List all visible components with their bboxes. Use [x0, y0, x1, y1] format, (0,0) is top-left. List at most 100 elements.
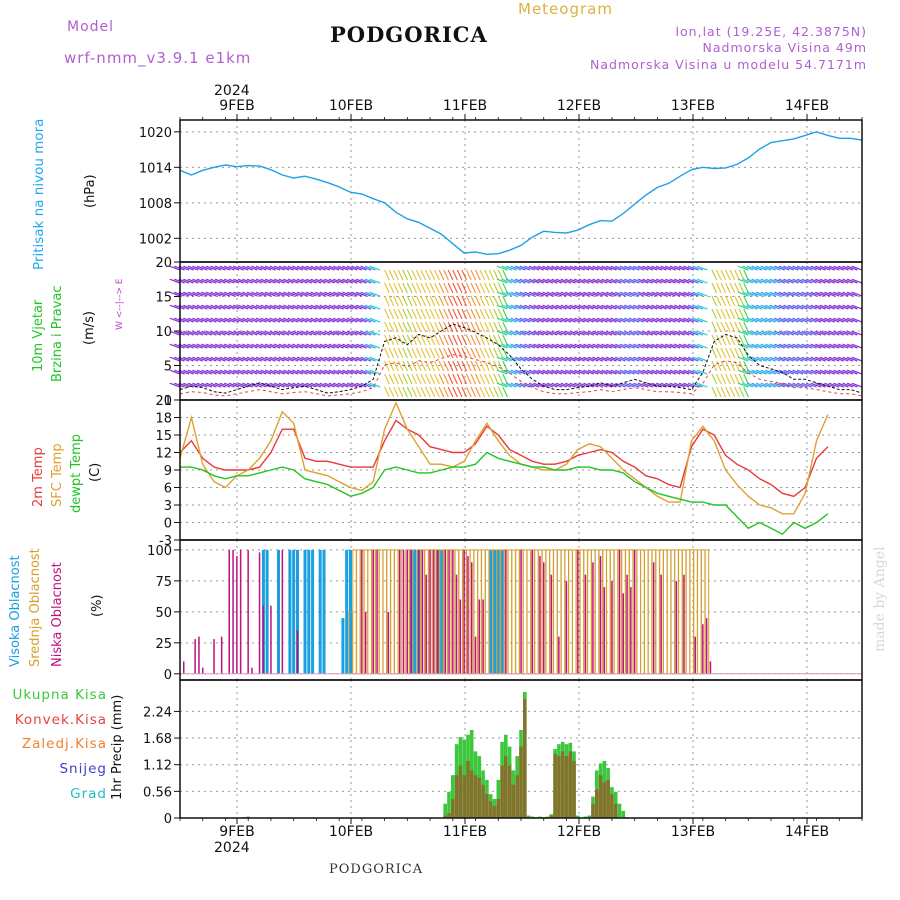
- wind-arrow: [560, 278, 572, 284]
- wind-arrow: [342, 382, 353, 388]
- wind-arrow: [805, 317, 817, 323]
- wind-arrow: [424, 386, 431, 398]
- low-cloud-bar: [421, 549, 424, 674]
- wind-arrow: [479, 269, 486, 281]
- wind-arrow: [269, 356, 281, 362]
- wind-arrow: [751, 278, 763, 284]
- wind-arrow: [769, 278, 781, 284]
- high-cloud-bar: [307, 549, 311, 674]
- panel-frame: [179, 119, 863, 263]
- total-rain-bar: [617, 803, 622, 818]
- wind-arrow: [696, 382, 708, 388]
- x-tick-label-top: 13FEB: [671, 98, 715, 114]
- y-tick-label: 75: [155, 575, 172, 590]
- wind-arrow: [742, 278, 754, 284]
- wind-arrow: [183, 343, 194, 349]
- wind-arrow: [537, 356, 549, 362]
- wind-arrow: [551, 343, 563, 349]
- wind-arrow: [355, 369, 367, 375]
- wind-arrow: [242, 356, 253, 362]
- wind-arrow: [488, 360, 495, 372]
- wind-arrow: [787, 278, 799, 284]
- wind-arrow: [360, 369, 372, 375]
- wind-arrow: [619, 304, 631, 310]
- wind-arrow: [601, 304, 613, 310]
- wind-arrow: [273, 356, 285, 362]
- low-cloud-bar: [482, 599, 484, 674]
- low-cloud-bar: [364, 611, 367, 674]
- wind-arrow: [278, 291, 290, 297]
- wind-arrow: [743, 334, 749, 346]
- wind-arrow: [228, 278, 240, 284]
- wind-arrow: [760, 343, 772, 349]
- wind-arrow: [255, 278, 267, 284]
- wind-arrow: [337, 317, 349, 323]
- wind-arrow: [810, 317, 822, 323]
- wind-arrow: [801, 304, 813, 310]
- wind-arrow: [851, 330, 863, 336]
- wind-arrow: [496, 356, 508, 362]
- wind-arrow: [819, 265, 831, 271]
- wind-arrow: [479, 334, 486, 346]
- wind-arrow: [619, 317, 631, 323]
- low-cloud-bar: [694, 636, 696, 674]
- wind-arrow: [796, 330, 808, 336]
- wind-arrow: [264, 304, 276, 310]
- convective-rain-bar: [504, 756, 508, 818]
- wind-arrow: [774, 330, 785, 336]
- wind-arrow: [246, 278, 258, 284]
- wind-arrow: [484, 308, 490, 320]
- wind-arrow: [319, 291, 331, 297]
- low-cloud-bar: [387, 611, 390, 674]
- wind-arrow: [201, 304, 213, 310]
- wind-arrow: [369, 330, 381, 336]
- wind-arrow: [314, 382, 326, 388]
- wind-arrow: [461, 308, 468, 320]
- wind-arrow: [738, 373, 745, 385]
- wind-arrow: [488, 282, 495, 294]
- wind-arrow: [360, 291, 372, 297]
- wind-arrow: [528, 356, 540, 362]
- wind-arrow: [746, 369, 758, 375]
- wind-arrow: [169, 291, 181, 297]
- wind-arrow: [746, 278, 758, 284]
- wind-arrow: [251, 304, 263, 310]
- wind-arrow: [461, 347, 468, 359]
- high-cloud-bar: [303, 549, 307, 674]
- wind-arrow: [569, 304, 581, 310]
- wind-arrow: [319, 382, 331, 388]
- wind-arrow: [619, 343, 631, 349]
- wind-arrow: [715, 334, 722, 346]
- wind-arrow: [655, 278, 667, 284]
- wind-arrow: [774, 382, 785, 388]
- wind-arrow: [196, 356, 208, 362]
- wind-arrow: [214, 382, 226, 388]
- mid-cloud-bar: [511, 549, 516, 675]
- wind-arrow: [674, 330, 685, 336]
- wind-arrow: [192, 278, 203, 284]
- wind-arrow: [587, 343, 599, 349]
- wind-arrow: [774, 317, 785, 323]
- wind-arrow: [324, 317, 335, 323]
- y-tick-label: 2.24: [143, 705, 172, 720]
- wind-arrow: [583, 265, 594, 271]
- wind-arrow: [384, 334, 390, 346]
- wind-arrow: [205, 278, 217, 284]
- wind-arrow: [619, 265, 631, 271]
- wind-arrow: [796, 343, 808, 349]
- wind-arrow: [537, 317, 549, 323]
- wind-arrow: [551, 317, 563, 323]
- wind-arrow: [456, 269, 463, 281]
- wind-arrow: [355, 343, 367, 349]
- high-cloud-bar: [439, 549, 443, 674]
- wind-arrow: [729, 295, 736, 307]
- wind-arrow: [169, 343, 181, 349]
- wind-arrow: [828, 265, 840, 271]
- low-cloud-bar: [599, 556, 602, 674]
- wind-arrow: [737, 343, 749, 349]
- wind-arrow: [624, 330, 635, 336]
- wind-arrow: [273, 317, 285, 323]
- low-cloud-bar: [702, 624, 704, 674]
- wind-arrow: [592, 278, 604, 284]
- wind-arrow: [415, 347, 422, 359]
